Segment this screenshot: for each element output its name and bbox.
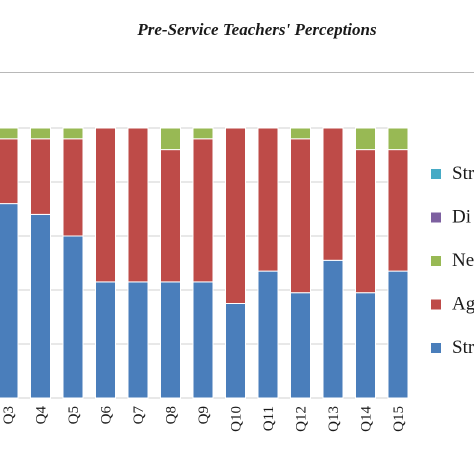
bar-segment-q13-ag: [322, 127, 344, 261]
legend-swatch: [431, 299, 441, 310]
bar-segment-q12-ne: [290, 127, 311, 140]
bar-segment-q7-ag: [127, 127, 149, 283]
bar-segment-q4-ne: [30, 127, 51, 140]
bar-segment-q12-ag: [290, 138, 311, 294]
x-tick-label: Q4: [34, 406, 50, 425]
bar-segment-q15-str: [387, 270, 409, 399]
legend-label: Ne: [452, 250, 474, 271]
x-tick-label: Q15: [391, 406, 407, 432]
legend-swatch: [431, 343, 441, 353]
legend-label: Str: [452, 163, 474, 184]
bar-segment-q3-ag: [0, 138, 19, 205]
bar-segment-q3-str: [0, 203, 19, 399]
x-tick-label: Q3: [1, 406, 17, 424]
x-tick-label: Q8: [164, 406, 180, 424]
bar-segment-q14-ag: [355, 149, 376, 294]
bar-segment-q7-str: [127, 281, 149, 399]
bar-segment-q9-ag: [192, 138, 214, 283]
bar-segment-q8-ag: [160, 149, 181, 283]
x-tick-label: Q7: [131, 406, 147, 425]
bar-segment-q14-ne: [355, 127, 376, 151]
bar-segment-q5-ne: [62, 127, 84, 140]
x-tick-label: Q9: [196, 406, 212, 424]
bar-segment-q10-str: [225, 303, 246, 399]
chart-title: Pre-Service Teachers' Perceptions: [137, 20, 377, 39]
legend-swatch: [431, 212, 441, 223]
legend-label: Di: [452, 207, 471, 228]
bar-segment-q9-str: [192, 281, 214, 399]
legend-label: Str: [452, 337, 474, 358]
bar-segment-q5-ag: [62, 138, 84, 237]
bar-segment-q11-str: [257, 270, 279, 399]
legend-swatch: [431, 256, 441, 266]
bar-segment-q12-str: [290, 292, 311, 399]
bar-segment-q13-str: [322, 259, 344, 399]
x-tick-label: Q14: [359, 406, 375, 432]
bar-segment-q6-str: [95, 281, 116, 399]
bar-segment-q6-ag: [95, 127, 116, 283]
bar-segment-q15-ne: [387, 127, 409, 151]
x-tick-label: Q10: [229, 406, 245, 432]
x-tick-label: Q6: [99, 406, 115, 425]
x-tick-label: Q13: [326, 406, 342, 432]
bar-segment-q15-ag: [387, 149, 409, 272]
bar-segment-q9-ne: [192, 127, 214, 140]
x-tick-label: Q12: [294, 406, 310, 432]
bar-segment-q11-ag: [257, 127, 279, 272]
bar-segment-q8-str: [160, 281, 181, 399]
x-tick-label: Q5: [66, 406, 82, 424]
bar-segment-q8-ne: [160, 127, 181, 151]
bar-segment-q14-str: [355, 292, 376, 399]
x-tick-label: Q11: [261, 406, 277, 431]
bar-segment-q4-ag: [30, 138, 51, 215]
legend-label: Ag: [452, 294, 474, 315]
legend-swatch: [431, 169, 441, 179]
plot-frame-top: [0, 72, 474, 73]
bar-segment-q3-ne: [0, 127, 19, 140]
bar-segment-q5-str: [62, 235, 84, 399]
bar-segment-q10-ag: [225, 127, 246, 304]
bar-segment-q4-str: [30, 213, 51, 399]
